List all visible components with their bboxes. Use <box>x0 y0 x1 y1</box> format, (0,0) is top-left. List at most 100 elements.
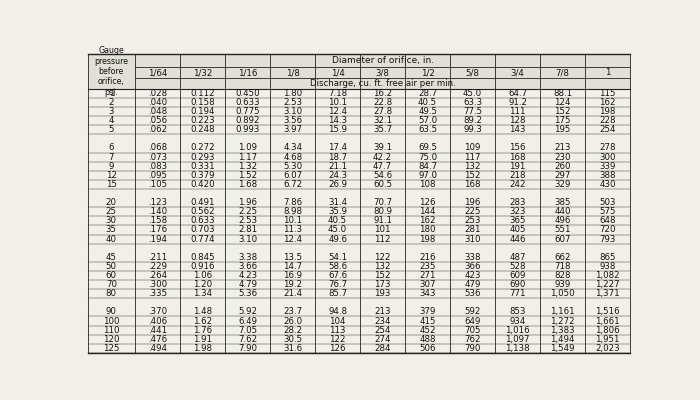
Text: 1/16: 1/16 <box>238 68 258 77</box>
Text: 50: 50 <box>106 262 117 271</box>
Text: 23.7: 23.7 <box>283 308 302 316</box>
Text: 1,050: 1,050 <box>550 289 575 298</box>
Text: 496: 496 <box>554 216 570 225</box>
Text: 109: 109 <box>464 144 481 152</box>
Text: 284: 284 <box>374 344 391 353</box>
Text: 6.72: 6.72 <box>283 180 302 189</box>
Text: 366: 366 <box>464 262 481 271</box>
Text: 3.56: 3.56 <box>283 116 302 125</box>
Text: 1.68: 1.68 <box>238 180 257 189</box>
Text: 1,516: 1,516 <box>595 308 620 316</box>
Text: 343: 343 <box>419 289 436 298</box>
Text: 2.25: 2.25 <box>238 207 257 216</box>
Text: 122: 122 <box>330 335 346 344</box>
Text: 168: 168 <box>464 180 481 189</box>
Text: 1,371: 1,371 <box>595 289 620 298</box>
Text: .300: .300 <box>148 280 167 289</box>
Text: .028: .028 <box>148 89 167 98</box>
Text: .229: .229 <box>148 262 167 271</box>
Text: 0.223: 0.223 <box>190 116 215 125</box>
Text: 193: 193 <box>374 289 391 298</box>
Text: .140: .140 <box>148 207 167 216</box>
Text: 254: 254 <box>599 125 616 134</box>
Text: 7/8: 7/8 <box>556 68 570 77</box>
Text: 0.450: 0.450 <box>235 89 260 98</box>
Text: 1,016: 1,016 <box>505 326 530 335</box>
Text: 379: 379 <box>419 308 436 316</box>
Text: .406: .406 <box>148 316 167 326</box>
Text: 175: 175 <box>554 116 570 125</box>
Text: 1.96: 1.96 <box>238 198 257 207</box>
Text: 415: 415 <box>419 316 436 326</box>
Text: 152: 152 <box>374 271 391 280</box>
Text: 938: 938 <box>599 262 616 271</box>
Text: 452: 452 <box>419 326 436 335</box>
Text: 42.2: 42.2 <box>373 152 392 162</box>
Text: 2.53: 2.53 <box>283 98 302 107</box>
Text: 430: 430 <box>599 180 616 189</box>
Text: 3.66: 3.66 <box>238 262 257 271</box>
Text: 143: 143 <box>510 125 526 134</box>
Text: 108: 108 <box>419 180 436 189</box>
Text: 22.8: 22.8 <box>373 98 392 107</box>
Text: 3.97: 3.97 <box>283 125 302 134</box>
Text: 115: 115 <box>599 89 616 98</box>
Text: 14.3: 14.3 <box>328 116 347 125</box>
Text: 30: 30 <box>106 216 117 225</box>
Text: 0.331: 0.331 <box>190 162 215 171</box>
Text: 1,082: 1,082 <box>595 271 620 280</box>
Text: 592: 592 <box>464 308 481 316</box>
Text: 195: 195 <box>554 125 570 134</box>
Text: 67.6: 67.6 <box>328 271 347 280</box>
Text: 609: 609 <box>510 271 526 280</box>
Text: 274: 274 <box>374 335 391 344</box>
Text: 1.80: 1.80 <box>283 89 302 98</box>
Text: 235: 235 <box>419 262 436 271</box>
Text: 12: 12 <box>106 171 117 180</box>
Text: 0.774: 0.774 <box>190 234 215 244</box>
Text: 446: 446 <box>510 234 526 244</box>
Text: 16.9: 16.9 <box>283 271 302 280</box>
Text: 120: 120 <box>103 335 120 344</box>
Text: 40: 40 <box>106 234 117 244</box>
Text: .105: .105 <box>148 180 167 189</box>
Text: 16.2: 16.2 <box>373 89 392 98</box>
Text: 84.7: 84.7 <box>418 162 437 171</box>
Text: 0.916: 0.916 <box>190 262 215 271</box>
Text: 278: 278 <box>599 144 616 152</box>
Text: 40.5: 40.5 <box>328 216 347 225</box>
Text: 297: 297 <box>554 171 570 180</box>
Text: 126: 126 <box>330 344 346 353</box>
Text: 225: 225 <box>464 207 481 216</box>
Text: 283: 283 <box>510 198 526 207</box>
Text: .370: .370 <box>148 308 167 316</box>
Text: 5.30: 5.30 <box>283 162 302 171</box>
Text: 0.633: 0.633 <box>190 216 215 225</box>
Text: .441: .441 <box>148 326 167 335</box>
Text: 338: 338 <box>464 253 481 262</box>
Text: 234: 234 <box>374 316 391 326</box>
Text: 0.420: 0.420 <box>190 180 215 189</box>
Text: 7.86: 7.86 <box>283 198 302 207</box>
Text: 1/64: 1/64 <box>148 68 167 77</box>
Text: 1.52: 1.52 <box>238 171 257 180</box>
Text: 0.293: 0.293 <box>190 152 215 162</box>
Text: 228: 228 <box>599 116 616 125</box>
Text: 70: 70 <box>106 280 117 289</box>
Text: 32.1: 32.1 <box>373 116 392 125</box>
Text: 506: 506 <box>419 344 436 353</box>
Text: 8.98: 8.98 <box>283 207 302 216</box>
Text: 20: 20 <box>106 198 117 207</box>
Text: 536: 536 <box>464 289 481 298</box>
Text: 13.5: 13.5 <box>283 253 302 262</box>
Text: 649: 649 <box>464 316 481 326</box>
Text: 1: 1 <box>108 89 114 98</box>
Text: 3.38: 3.38 <box>238 253 257 262</box>
Text: .073: .073 <box>148 152 167 162</box>
Text: 7.18: 7.18 <box>328 89 347 98</box>
Text: 281: 281 <box>464 226 481 234</box>
Text: .095: .095 <box>148 171 167 180</box>
Text: 6: 6 <box>108 144 114 152</box>
Text: 5.92: 5.92 <box>238 308 257 316</box>
Text: 104: 104 <box>330 316 346 326</box>
